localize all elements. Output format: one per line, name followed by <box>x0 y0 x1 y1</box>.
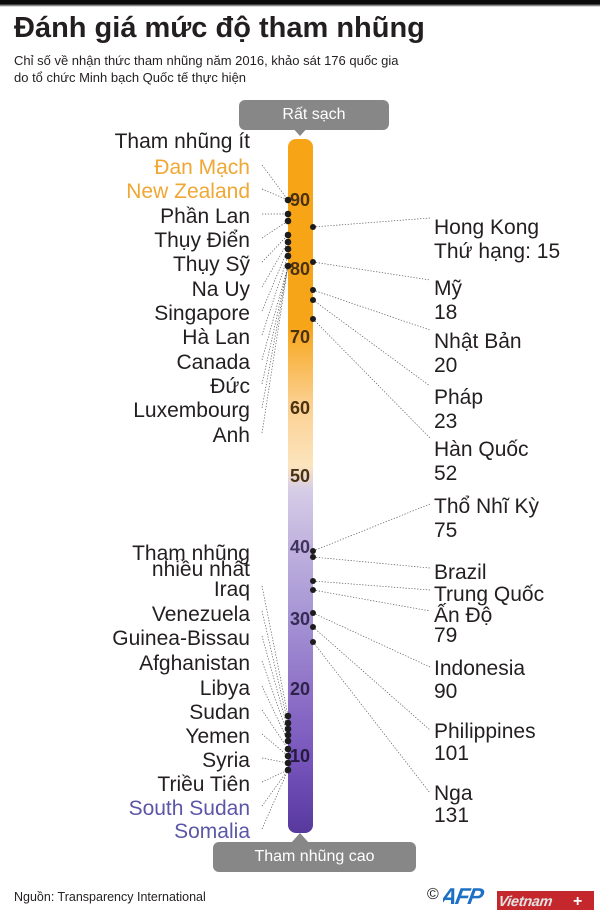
svg-text:10: 10 <box>290 746 310 766</box>
svg-text:AFP: AFP <box>443 883 486 909</box>
svg-text:50: 50 <box>290 466 310 486</box>
svg-text:Vietnam: Vietnam <box>497 894 553 910</box>
svg-text:40: 40 <box>290 537 310 557</box>
svg-text:+: + <box>573 893 582 910</box>
svg-text:90: 90 <box>290 190 310 210</box>
svg-text:20: 20 <box>290 679 310 699</box>
svg-text:30: 30 <box>290 609 310 629</box>
svg-text:70: 70 <box>290 327 310 347</box>
svg-text:80: 80 <box>290 259 310 279</box>
svg-text:60: 60 <box>290 398 310 418</box>
